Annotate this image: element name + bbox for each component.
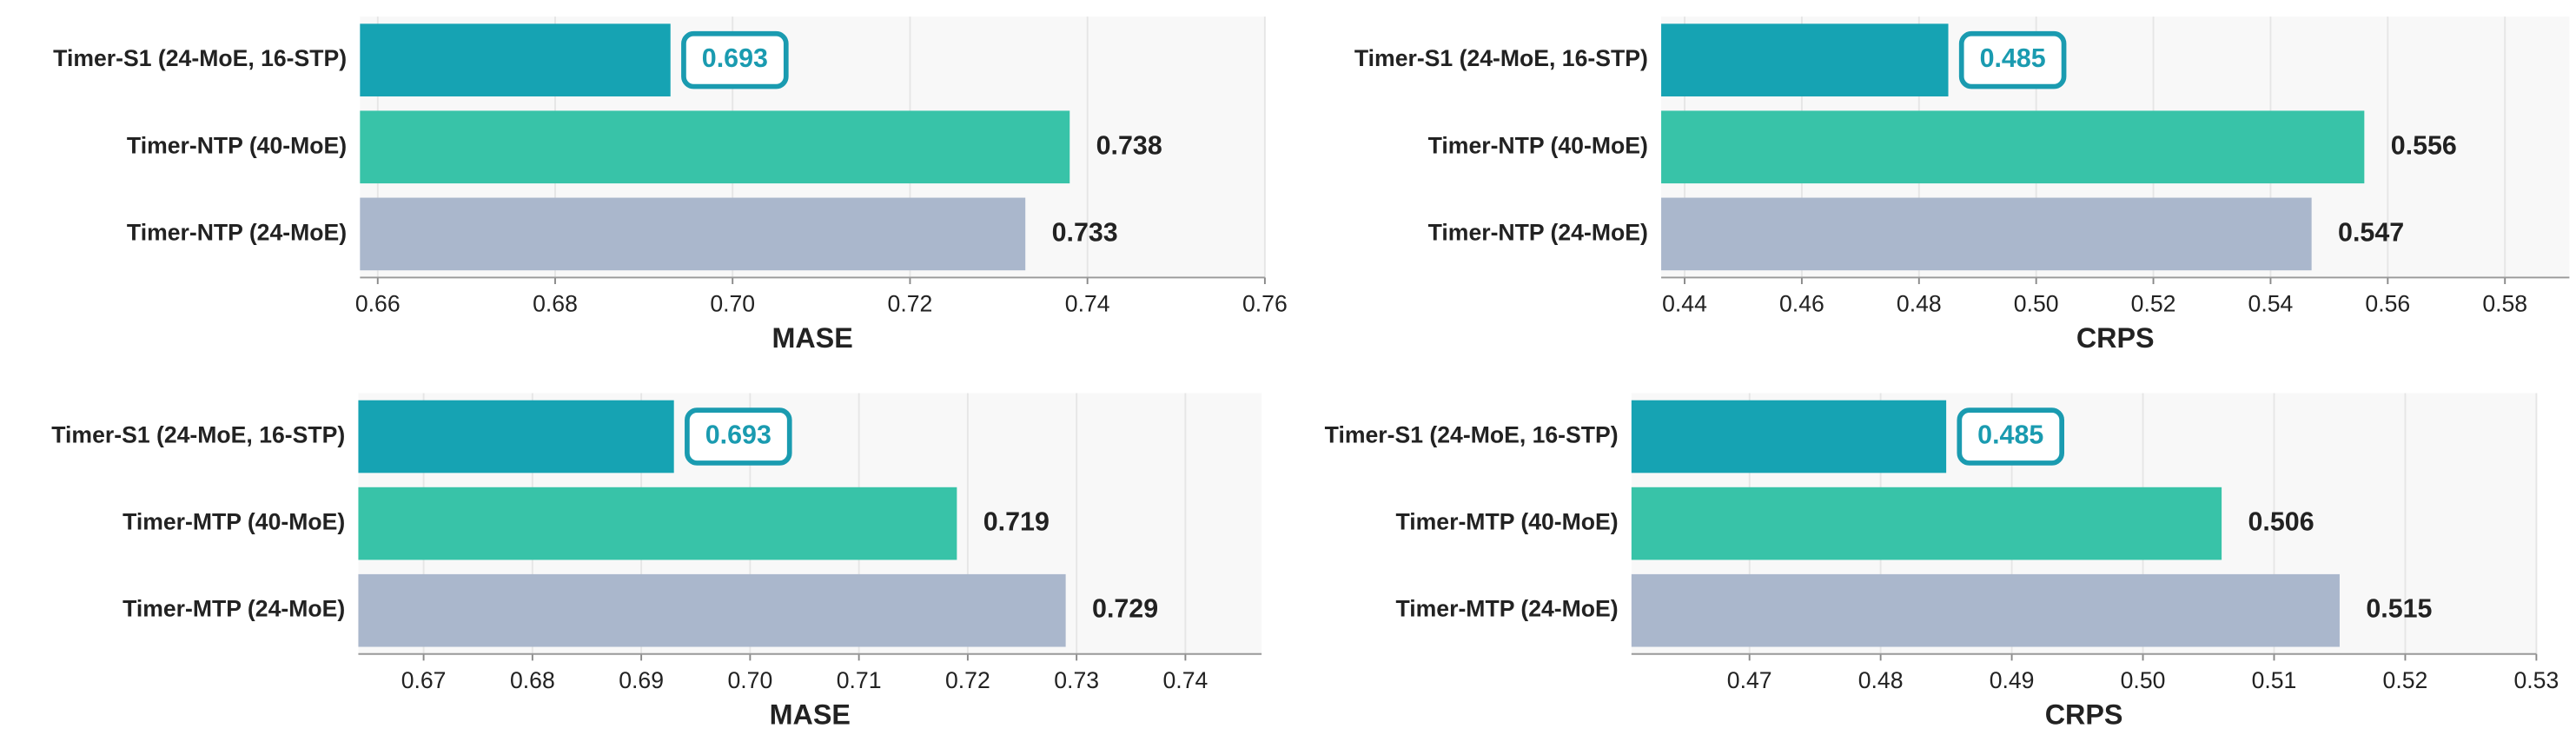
value-label: 0.738: [1096, 130, 1162, 160]
x-axis-label: MASE: [770, 699, 851, 731]
x-tick-label: 0.44: [1662, 291, 1707, 317]
y-tick-label: Timer-NTP (40-MoE): [1428, 132, 1648, 158]
bar: [1631, 400, 1947, 473]
value-label: 0.556: [2391, 130, 2457, 160]
x-tick-label: 0.67: [401, 667, 447, 693]
x-tick-label: 0.66: [355, 291, 401, 317]
y-tick-label: Timer-NTP (40-MoE): [127, 132, 347, 158]
x-tick-label: 0.68: [510, 667, 555, 693]
value-label: 0.729: [1092, 594, 1158, 624]
value-label: 0.515: [2366, 594, 2432, 624]
bar: [1631, 573, 2340, 647]
x-tick-label: 0.52: [2131, 291, 2176, 317]
value-label: 0.485: [1980, 43, 2046, 73]
y-tick-label: Timer-S1 (24-MoE, 16-STP): [1325, 422, 1619, 448]
x-tick-label: 0.58: [2482, 291, 2527, 317]
bar: [358, 487, 957, 560]
x-tick-label: 0.47: [1727, 667, 1772, 693]
x-tick-label: 0.70: [710, 291, 755, 317]
bar: [360, 110, 1070, 184]
x-tick-label: 0.69: [619, 667, 664, 693]
y-tick-label: Timer-MTP (40-MoE): [1396, 509, 1619, 535]
y-tick-label: Timer-MTP (40-MoE): [123, 509, 345, 535]
highlight-box: [1958, 30, 2067, 89]
highlight-box: [1957, 407, 2065, 466]
bar: [1661, 197, 2312, 271]
highlight-box: [681, 30, 789, 89]
highlight-box: [685, 407, 792, 466]
x-tick-label: 0.52: [2383, 667, 2428, 693]
y-tick-label: Timer-NTP (24-MoE): [127, 219, 347, 245]
x-tick-label: 0.50: [2014, 291, 2059, 317]
x-tick-label: 0.54: [2248, 291, 2294, 317]
value-label: 0.693: [705, 420, 771, 450]
x-axis-label: CRPS: [2076, 322, 2155, 354]
value-label: 0.733: [1052, 217, 1118, 247]
x-tick-label: 0.68: [533, 291, 578, 317]
value-label: 0.693: [702, 43, 768, 73]
y-tick-label: Timer-S1 (24-MoE, 16-STP): [51, 422, 345, 448]
bar: [358, 400, 674, 473]
x-tick-label: 0.73: [1054, 667, 1099, 693]
bar: [1661, 110, 2365, 184]
x-tick-label: 0.72: [888, 291, 933, 317]
bar: [1631, 487, 2222, 560]
x-axis-label: MASE: [771, 322, 852, 354]
y-tick-label: Timer-S1 (24-MoE, 16-STP): [1354, 45, 1648, 71]
bar: [360, 23, 671, 96]
y-tick-label: Timer-S1 (24-MoE, 16-STP): [53, 45, 347, 71]
x-tick-label: 0.51: [2252, 667, 2297, 693]
y-tick-label: Timer-MTP (24-MoE): [123, 596, 345, 622]
x-tick-label: 0.74: [1163, 667, 1209, 693]
x-tick-label: 0.71: [837, 667, 882, 693]
bar: [358, 573, 1066, 647]
x-tick-label: 0.56: [2365, 291, 2410, 317]
bar: [360, 197, 1026, 271]
value-label: 0.547: [2338, 217, 2404, 247]
x-tick-label: 0.49: [1990, 667, 2035, 693]
y-tick-label: Timer-MTP (24-MoE): [1396, 596, 1619, 622]
x-tick-label: 0.48: [1897, 291, 1942, 317]
x-tick-label: 0.48: [1858, 667, 1904, 693]
x-tick-label: 0.50: [2121, 667, 2166, 693]
x-axis-label: CRPS: [2045, 699, 2123, 731]
y-tick-label: Timer-NTP (24-MoE): [1428, 219, 1648, 245]
x-tick-label: 0.74: [1065, 291, 1110, 317]
x-tick-label: 0.46: [1779, 291, 1824, 317]
x-tick-label: 0.53: [2514, 667, 2559, 693]
x-tick-label: 0.76: [1242, 291, 1288, 317]
bar: [1661, 23, 1949, 96]
value-label: 0.485: [1977, 420, 2043, 450]
value-label: 0.719: [983, 507, 1050, 537]
x-tick-label: 0.70: [727, 667, 772, 693]
value-label: 0.506: [2248, 507, 2314, 537]
x-tick-label: 0.72: [945, 667, 990, 693]
